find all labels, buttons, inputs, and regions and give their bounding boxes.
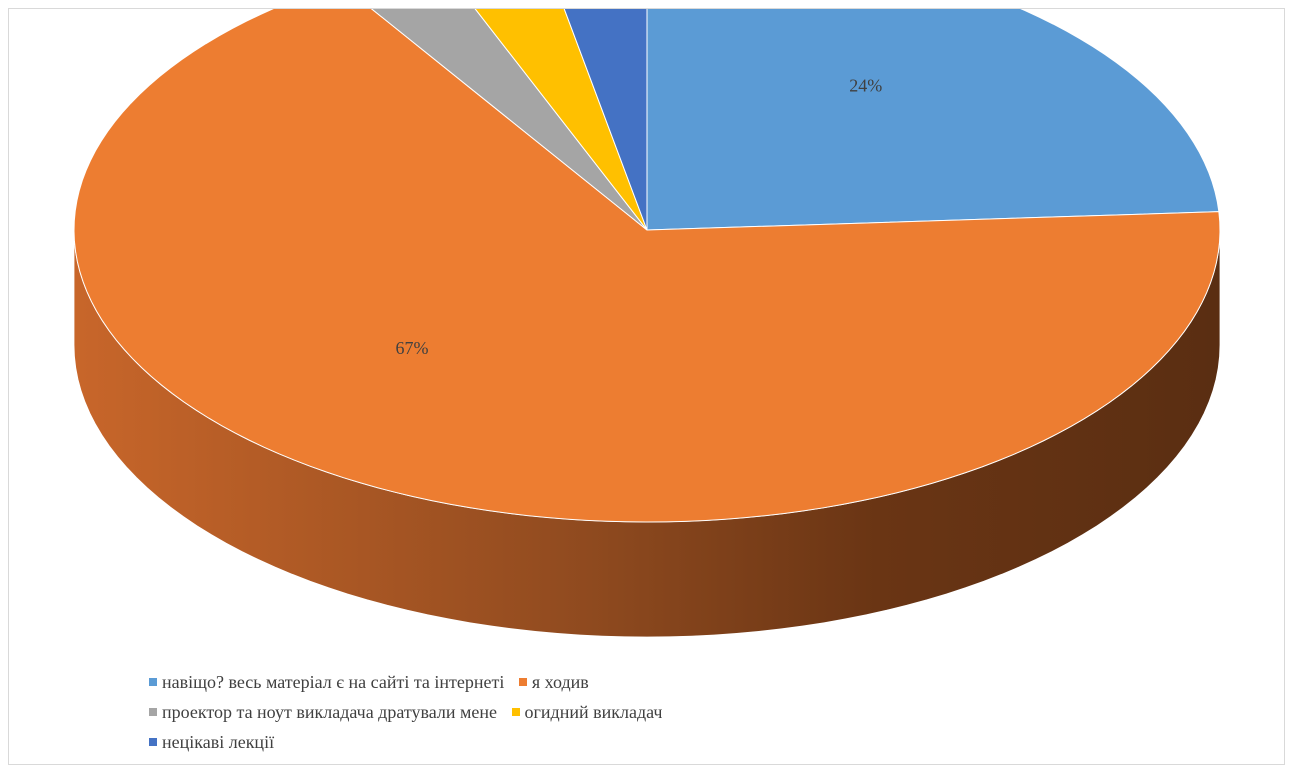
legend: навіщо? весь матеріал є на сайті та інте… [149, 667, 949, 757]
legend-swatch-0 [149, 678, 157, 686]
legend-item: огидний викладач [511, 697, 663, 727]
data-label-0: 24% [849, 75, 882, 95]
legend-item: нецікаві лекції [149, 727, 274, 757]
legend-label: проектор та ноут викладача дратували мен… [162, 702, 498, 722]
legend-swatch-4 [149, 738, 157, 746]
legend-label: я ходив [531, 672, 589, 692]
pie-slice-0 [646, 9, 1220, 231]
legend-row: нецікаві лекції [149, 727, 949, 757]
legend-item: проектор та ноут викладача дратували мен… [149, 697, 497, 727]
legend-swatch-2 [149, 708, 157, 716]
legend-row: навіщо? весь матеріал є на сайті та інте… [149, 667, 949, 697]
legend-label: навіщо? весь матеріал є на сайті та інте… [162, 672, 505, 692]
legend-label: огидний викладач [524, 702, 663, 722]
data-label-1: 67% [396, 338, 429, 358]
legend-row: проектор та ноут викладача дратували мен… [149, 697, 949, 727]
legend-label: нецікаві лекції [162, 732, 275, 752]
pie-chart: 24%67%3%3%3% [73, 9, 1221, 638]
legend-item: я ходив [518, 667, 589, 697]
legend-swatch-3 [511, 708, 520, 716]
pie-slice-3 [474, 9, 648, 231]
chart-area: 24%67%3%3%3% навіщо? весь матеріал є на … [8, 8, 1285, 765]
pie-slice-4 [563, 9, 648, 231]
legend-item: навіщо? весь матеріал є на сайті та інте… [149, 667, 504, 697]
legend-swatch-1 [518, 678, 527, 686]
pie-slice-1 [73, 9, 1221, 523]
